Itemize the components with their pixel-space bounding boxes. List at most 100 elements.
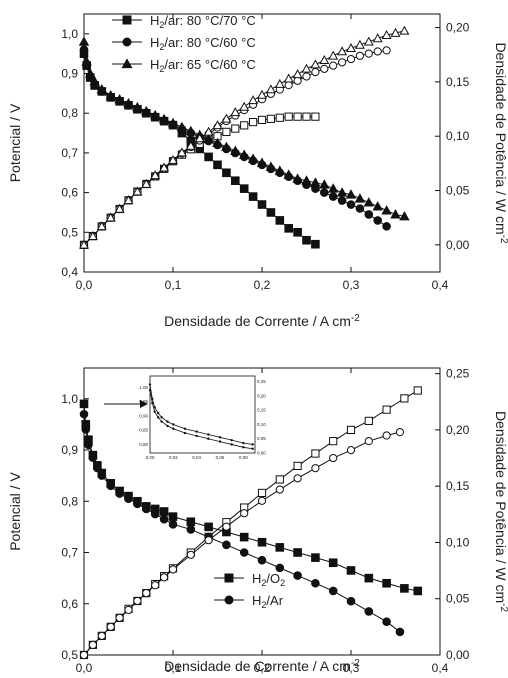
inset-point bbox=[218, 440, 222, 443]
power-point bbox=[97, 631, 106, 640]
polarization-point bbox=[266, 208, 276, 217]
power-point bbox=[301, 63, 312, 73]
polarization-point bbox=[399, 211, 410, 221]
power-point bbox=[185, 140, 196, 150]
polarization-point bbox=[78, 36, 90, 46]
polarization-point bbox=[257, 555, 267, 565]
y-axis-label: Potencial / V bbox=[7, 472, 23, 551]
y-tick-label: 0,8 bbox=[61, 494, 78, 508]
polarization-point bbox=[105, 89, 116, 100]
polarization-point bbox=[346, 200, 356, 209]
polarization-point bbox=[328, 192, 338, 201]
power-point bbox=[293, 474, 302, 483]
inset-x-tick-label: 0,06 bbox=[216, 455, 225, 460]
power-point bbox=[266, 114, 275, 123]
y2-axis-label: Densidade de Potência / W cm-2 bbox=[493, 411, 508, 613]
polarization-point bbox=[346, 566, 356, 575]
inset-frame bbox=[149, 375, 256, 454]
polarization-point bbox=[301, 175, 312, 185]
polarization-point bbox=[221, 141, 232, 151]
polarization-point bbox=[186, 525, 196, 534]
power-point bbox=[346, 43, 356, 53]
power-point bbox=[292, 69, 303, 79]
inset-point bbox=[151, 401, 154, 405]
legend-label: H2/ar: 65 °C/60 °C bbox=[150, 57, 256, 74]
x-tick-label: 0,0 bbox=[76, 278, 93, 292]
inset-x-tick-label: 0,00 bbox=[146, 455, 155, 460]
inset-point bbox=[230, 438, 233, 442]
x-tick-label: 0,3 bbox=[343, 278, 360, 292]
polarization-point bbox=[413, 586, 423, 596]
power-point bbox=[399, 25, 410, 35]
inset-point bbox=[166, 420, 169, 423]
polarization-point bbox=[336, 187, 348, 197]
y-tick-label: 1,0 bbox=[61, 27, 78, 41]
inset-y2-tick-label: 0,00 bbox=[257, 451, 266, 456]
power-point bbox=[222, 522, 231, 531]
polarization-point bbox=[93, 463, 102, 473]
polarization-point bbox=[275, 216, 285, 225]
polarization-point bbox=[320, 188, 329, 197]
x-tick-label: 0,2 bbox=[254, 278, 271, 292]
polarization-point bbox=[133, 499, 142, 509]
y2-tick-label: 0,20 bbox=[446, 21, 470, 35]
polarization-point bbox=[372, 201, 383, 211]
x-axis-label: Densidade de Corrente / A cm-2 bbox=[164, 313, 360, 329]
polarization-point bbox=[168, 520, 178, 529]
power-point bbox=[274, 78, 285, 88]
inset-point bbox=[251, 447, 254, 450]
legend-marker bbox=[224, 595, 234, 605]
x-tick-label: 0,3 bbox=[343, 661, 360, 675]
y-tick-label: 0,9 bbox=[61, 67, 78, 81]
polarization-point bbox=[239, 548, 249, 557]
power-point bbox=[231, 124, 240, 133]
y-tick-label: 0,7 bbox=[61, 146, 78, 160]
polarization-point bbox=[81, 56, 92, 66]
y-tick-label: 0,5 bbox=[61, 648, 78, 662]
power-point bbox=[346, 54, 356, 64]
polarization-point bbox=[176, 121, 188, 132]
power-point bbox=[311, 112, 320, 121]
polarization-point bbox=[204, 152, 213, 162]
power-point bbox=[284, 81, 293, 90]
inset-point bbox=[195, 434, 198, 438]
power-point bbox=[329, 453, 338, 463]
inset-point bbox=[160, 420, 163, 423]
power-point bbox=[293, 461, 302, 471]
y-tick-label: 0,6 bbox=[61, 597, 78, 611]
polarization-point bbox=[142, 504, 151, 514]
inset-point bbox=[207, 437, 210, 440]
power-point bbox=[265, 84, 276, 94]
power-point bbox=[302, 72, 311, 81]
y-tick-label: 0,8 bbox=[61, 106, 78, 120]
polarization-point bbox=[203, 133, 214, 144]
polarization-point bbox=[364, 573, 374, 583]
power-point bbox=[382, 46, 391, 55]
power-point bbox=[283, 73, 294, 83]
inset-point bbox=[166, 424, 169, 428]
y2-tick-label: 0,10 bbox=[446, 129, 470, 143]
power-point bbox=[328, 50, 339, 60]
power-point bbox=[382, 431, 391, 440]
polarization-point bbox=[292, 173, 303, 183]
y2-axis-label: Densidade de Potência / W cm-2 bbox=[493, 42, 508, 244]
power-point bbox=[257, 488, 267, 498]
inset-y2-tick-label: 0,10 bbox=[257, 422, 266, 427]
power-point bbox=[329, 61, 338, 70]
polarization-point bbox=[248, 192, 258, 201]
polarization-point bbox=[124, 494, 133, 503]
polarization-point bbox=[274, 165, 286, 175]
power-point bbox=[346, 446, 356, 455]
power-point bbox=[275, 475, 284, 484]
y2-tick-label: 0,00 bbox=[446, 648, 470, 662]
inset-y2-tick-label: 0,05 bbox=[257, 436, 266, 441]
power-point bbox=[311, 68, 320, 77]
polarization-point bbox=[257, 537, 267, 547]
power-point bbox=[87, 230, 98, 240]
y-tick-label: 0,9 bbox=[61, 443, 78, 457]
polarization-point bbox=[79, 399, 89, 409]
power-point bbox=[151, 581, 160, 590]
inset-point bbox=[156, 416, 160, 419]
y-tick-label: 0,4 bbox=[61, 265, 78, 279]
inset-point bbox=[251, 443, 254, 446]
